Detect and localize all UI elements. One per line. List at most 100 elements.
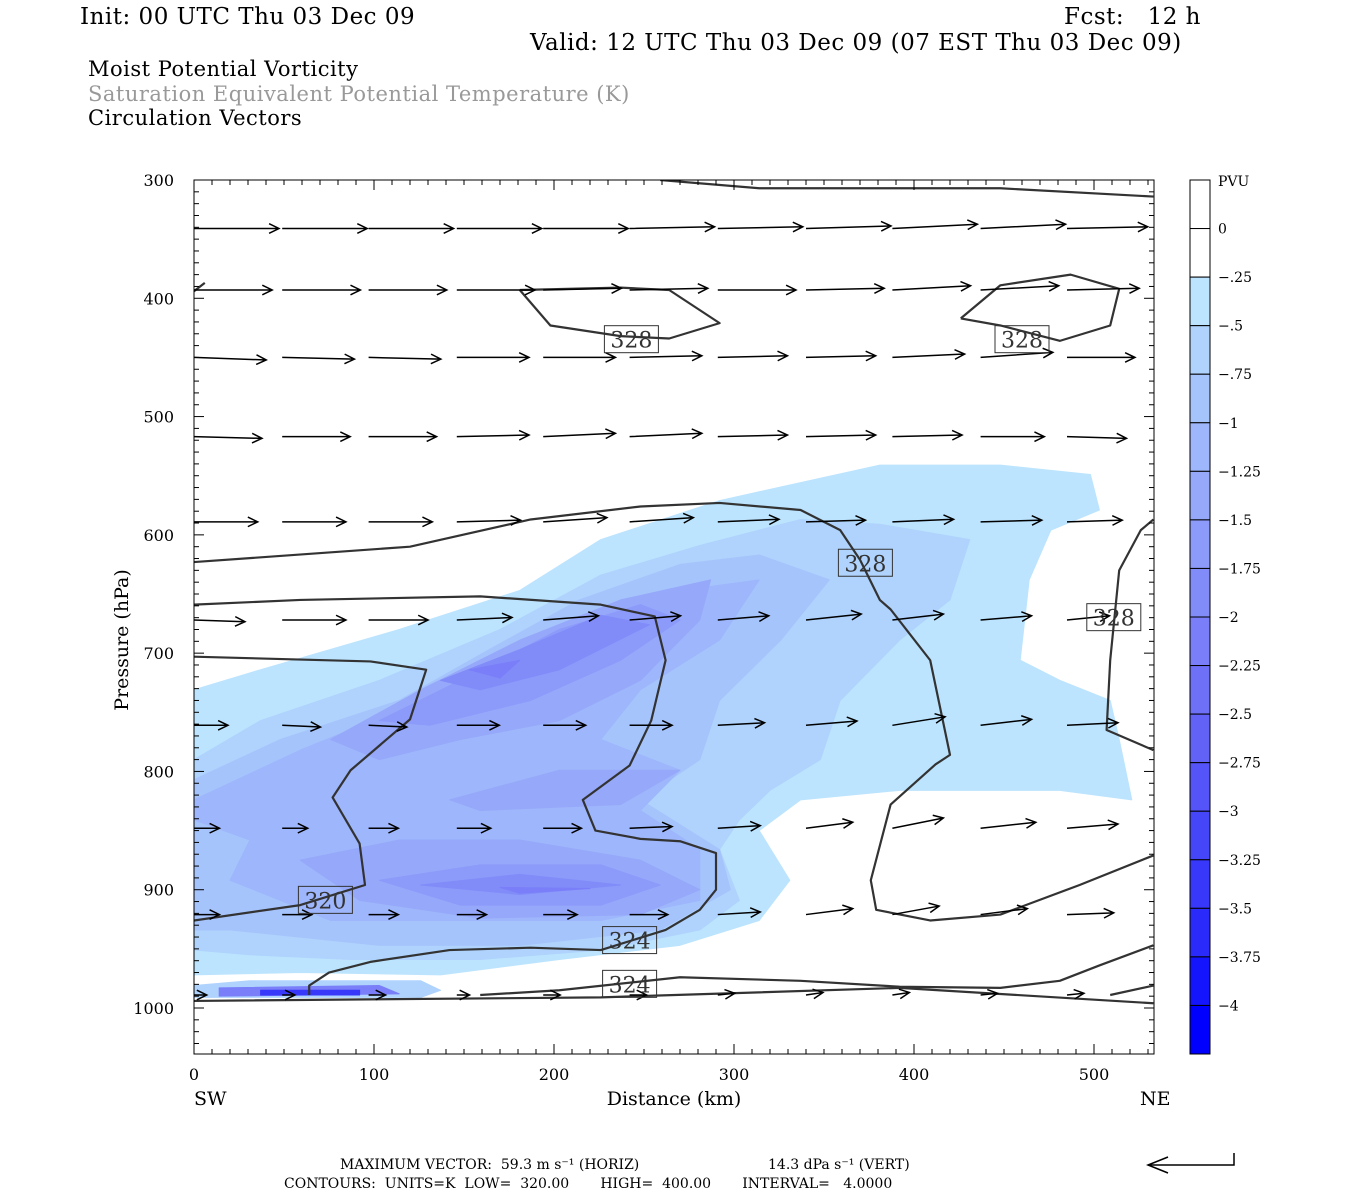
circulation-vector	[194, 909, 222, 921]
circulation-vector	[892, 814, 946, 829]
circulation-vector	[805, 220, 893, 232]
circulation-vector	[980, 988, 1000, 1000]
colorbar: 0 −.25 −.5 −.75 −1 −1.25 −1.5 −1.75 −2 −2.25 −2.5 −…	[1189, 179, 1261, 1055]
circulation-vector	[980, 715, 1034, 727]
circulation-vector	[629, 611, 683, 623]
contour-label-box	[602, 926, 658, 955]
colorbar-bin	[1189, 422, 1211, 472]
colorbar-bin	[1189, 956, 1211, 1006]
x-tick-label: 300	[719, 1065, 750, 1084]
circulation-vector	[1066, 988, 1086, 1000]
colorbar-label: −1.75	[1218, 561, 1261, 577]
circulation-vector	[629, 350, 704, 362]
circulation-vector	[282, 721, 323, 733]
colorbar-bin	[1189, 519, 1211, 569]
circulation-vector	[629, 283, 710, 294]
circulation-vector	[805, 350, 878, 362]
x-tick-label: 0	[189, 1065, 199, 1084]
circulation-vector	[282, 431, 352, 443]
colorbar-label: −2.5	[1218, 707, 1252, 723]
theta-es-contour	[1109, 984, 1154, 997]
colorbar-bin	[1189, 1004, 1211, 1055]
colorbar-bin	[1189, 713, 1211, 764]
colorbar-label: −3.75	[1218, 950, 1261, 966]
colorbar-label: −.25	[1218, 270, 1252, 286]
circulation-vector	[805, 904, 855, 916]
circulation-vector	[1066, 432, 1129, 444]
colorbar-label: −1	[1218, 416, 1239, 432]
circulation-vector	[805, 818, 855, 829]
y-tick-label: 500	[143, 408, 174, 427]
circulation-vector	[194, 516, 260, 528]
circulation-vector	[1066, 221, 1150, 233]
circulation-vector	[629, 221, 717, 233]
circulation-vector	[456, 429, 531, 441]
circulation-vector	[1066, 611, 1112, 623]
contour-label-box	[603, 325, 659, 354]
circulation-vector	[282, 909, 314, 921]
circulation-vector	[717, 820, 763, 832]
circulation-vector	[980, 219, 1068, 231]
colorbar-bin	[1189, 373, 1211, 424]
x-tick-label: 400	[899, 1065, 930, 1084]
circulation-vector	[629, 512, 696, 524]
valid-time: Valid: 12 UTC Thu 03 Dec 09 (07 EST Thu …	[530, 30, 1182, 56]
colorbar-label: −3	[1218, 804, 1239, 820]
circulation-vector	[368, 721, 409, 733]
circulation-vector	[1066, 514, 1124, 526]
circulation-vector	[456, 612, 514, 624]
colorbar-bin	[1189, 616, 1211, 667]
init-time: Init: 00 UTC Thu 03 Dec 09	[80, 4, 416, 30]
colorbar-label: −2.25	[1218, 659, 1261, 675]
mpv-fill-region	[499, 886, 591, 894]
circulation-vector	[980, 280, 1061, 292]
circulation-vector	[1066, 283, 1141, 294]
colorbar-bin	[1189, 470, 1211, 521]
circulation-vector	[892, 280, 973, 292]
circulation-vector	[282, 284, 363, 296]
forecast-hour: Fcst: 12 h	[1064, 4, 1201, 30]
field-title-theta-es: Saturation Equivalent Potential Temperat…	[88, 82, 630, 106]
colorbar-bin	[1189, 179, 1211, 230]
circulation-vector	[980, 904, 1030, 916]
circulation-vector	[980, 431, 1047, 443]
colorbar-bin	[1189, 325, 1211, 375]
circulation-vector	[717, 907, 763, 919]
circulation-vector	[368, 614, 430, 626]
circulation-vector	[368, 516, 435, 528]
x-tick-label: 200	[539, 1065, 570, 1084]
circulation-vector	[717, 284, 798, 296]
circulation-vector	[456, 719, 502, 731]
vector-layer	[194, 219, 1150, 1001]
circulation-vector	[282, 614, 348, 626]
circulation-vector	[194, 719, 230, 731]
circulation-vector	[456, 822, 493, 834]
theta-es-contour	[194, 986, 1154, 1005]
circulation-vector	[892, 609, 946, 621]
y-tick-label: 400	[143, 289, 174, 308]
circulation-vector	[1066, 907, 1116, 919]
circulation-vector	[805, 716, 859, 728]
circulation-vector	[629, 719, 674, 731]
circulation-vector	[892, 902, 941, 916]
circulation-vector	[717, 429, 790, 441]
colorbar-units: PVU	[1218, 174, 1250, 190]
colorbar-label: −3.5	[1218, 901, 1252, 917]
circulation-vector	[456, 909, 489, 921]
contour-label-box	[602, 969, 658, 998]
circulation-vector	[282, 223, 369, 234]
circulation-vector	[194, 223, 281, 234]
circulation-vector	[805, 429, 878, 441]
circulation-vector	[456, 351, 531, 363]
circulation-vector	[543, 611, 601, 622]
circulation-vector	[892, 219, 980, 231]
circulation-vector	[194, 615, 247, 627]
contour-label: 328	[844, 552, 886, 577]
circulation-vector	[194, 432, 264, 444]
colorbar-label: −1.5	[1218, 513, 1252, 529]
circulation-vector	[805, 609, 863, 621]
circulation-vector	[194, 989, 209, 1001]
y-tick-label: 1000	[133, 999, 174, 1018]
colorbar-bin	[1189, 567, 1211, 618]
theta-es-contour	[1105, 518, 1154, 752]
